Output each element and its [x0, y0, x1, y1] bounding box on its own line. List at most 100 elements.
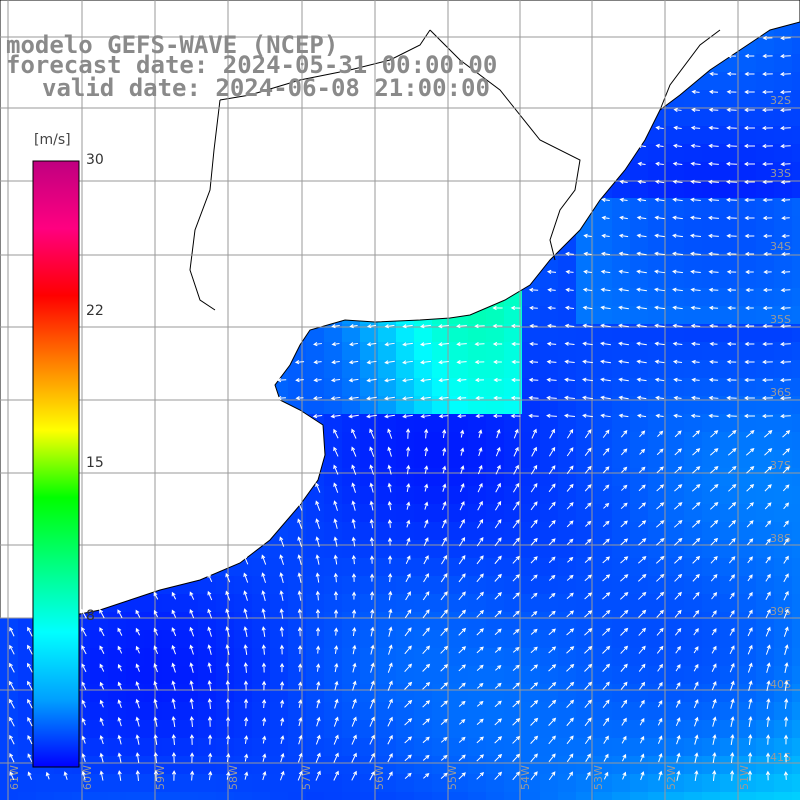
wind-arrow	[529, 323, 538, 329]
wind-arrow	[510, 305, 521, 311]
wind-arrow	[458, 682, 466, 690]
colorbar-tick-8: 8	[86, 608, 95, 624]
wind-arrow	[566, 628, 575, 636]
wind-arrow	[708, 161, 719, 166]
wind-arrow	[387, 680, 393, 691]
wind-arrow	[297, 626, 303, 637]
wind-arrow	[693, 663, 699, 672]
wind-arrow	[746, 520, 754, 528]
wind-arrow	[744, 323, 755, 329]
wind-arrow	[315, 500, 321, 511]
wind-arrow	[636, 233, 647, 238]
wind-arrow	[530, 574, 538, 582]
wind-arrow	[582, 413, 593, 418]
wind-arrow	[530, 771, 538, 781]
wind-arrow	[762, 197, 773, 203]
wind-arrow	[654, 251, 665, 256]
wind-arrow	[331, 360, 340, 365]
wind-arrow	[640, 753, 645, 762]
wind-arrow	[712, 734, 717, 745]
wind-arrow	[99, 770, 104, 781]
wind-arrow	[744, 233, 755, 239]
wind-arrow	[620, 645, 629, 654]
wind-arrow	[531, 428, 537, 439]
wind-arrow	[298, 699, 303, 708]
wind-arrow	[747, 538, 754, 546]
wind-arrow	[27, 626, 33, 637]
wind-arrow	[548, 646, 557, 654]
wind-arrow	[297, 500, 303, 511]
wind-arrow	[459, 536, 466, 547]
wind-arrow	[513, 446, 519, 457]
wind-arrow	[765, 626, 771, 637]
wind-arrow	[494, 771, 503, 780]
wind-arrow	[405, 591, 411, 601]
wind-arrow	[261, 608, 266, 619]
wind-arrow	[243, 644, 248, 655]
wind-arrow	[654, 377, 665, 382]
wind-arrow	[780, 197, 791, 203]
wind-arrow	[402, 378, 414, 383]
wind-arrow	[81, 753, 86, 763]
wind-arrow	[422, 700, 431, 708]
wind-arrow	[351, 770, 357, 781]
wind-arrow	[583, 251, 592, 256]
wind-arrow	[673, 125, 682, 130]
wind-arrow	[280, 735, 285, 745]
wind-arrow	[528, 287, 539, 293]
lon-label: 52W	[665, 765, 678, 790]
wind-arrow	[351, 573, 357, 582]
wind-arrow	[440, 591, 448, 601]
wind-arrow	[654, 269, 666, 274]
wind-arrow	[171, 733, 176, 746]
wind-arrow	[424, 446, 429, 457]
wind-arrow	[331, 324, 340, 329]
wind-arrow	[766, 698, 771, 709]
wind-arrow	[153, 698, 158, 709]
wind-arrow	[582, 323, 593, 328]
wind-arrow	[530, 628, 538, 635]
wind-arrow	[603, 484, 610, 492]
wind-arrow	[602, 717, 610, 726]
wind-arrow	[117, 699, 122, 708]
wind-arrow	[476, 754, 485, 762]
wind-arrow	[691, 377, 700, 383]
wind-arrow	[548, 465, 556, 475]
wind-arrow	[99, 681, 104, 690]
wind-arrow	[600, 323, 611, 328]
wind-arrow	[405, 428, 411, 439]
wind-arrow	[477, 518, 484, 529]
wind-arrow	[744, 71, 755, 77]
wind-arrow	[657, 430, 664, 437]
wind-arrow	[315, 554, 320, 565]
wind-arrow	[781, 251, 790, 257]
wind-arrow	[459, 718, 466, 725]
wind-arrow	[422, 663, 431, 672]
wind-arrow	[153, 627, 159, 636]
wind-arrow	[637, 161, 646, 166]
wind-arrow	[370, 626, 375, 637]
wind-arrow	[279, 770, 285, 781]
wind-arrow	[512, 482, 520, 493]
wind-arrow	[276, 377, 287, 383]
wind-arrow	[171, 752, 177, 763]
wind-arrow	[691, 359, 700, 365]
wind-arrow	[387, 698, 393, 709]
wind-arrow	[153, 716, 158, 727]
wind-arrow	[530, 664, 539, 672]
wind-arrow	[694, 734, 699, 745]
wind-arrow	[313, 359, 322, 365]
colorbar-tick-22: 22	[86, 303, 104, 319]
wind-arrow	[387, 572, 393, 583]
wind-arrow	[726, 233, 737, 239]
wind-arrow	[9, 626, 15, 637]
wind-arrow	[458, 573, 466, 583]
wind-arrow	[478, 429, 483, 438]
wind-arrow	[388, 626, 393, 637]
wind-arrow	[189, 626, 195, 637]
wind-arrow	[402, 396, 413, 401]
wind-arrow	[694, 716, 699, 727]
wind-arrow	[744, 179, 755, 185]
wind-arrow	[743, 125, 755, 131]
colorbar	[32, 160, 80, 768]
